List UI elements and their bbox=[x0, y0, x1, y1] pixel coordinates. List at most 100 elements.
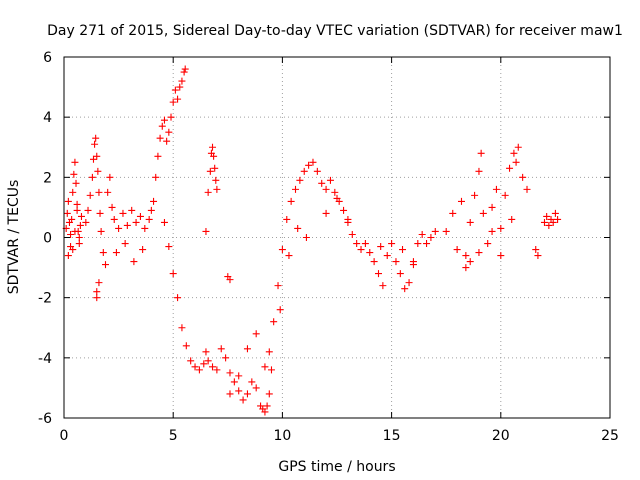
data-point bbox=[95, 188, 103, 196]
data-point bbox=[484, 240, 492, 248]
data-point bbox=[462, 252, 470, 260]
data-point bbox=[226, 369, 234, 377]
data-point bbox=[423, 240, 431, 248]
data-point bbox=[519, 173, 527, 181]
series-isolated-7-5h bbox=[224, 273, 234, 284]
data-point bbox=[93, 152, 101, 160]
data-point bbox=[101, 261, 109, 269]
data-point bbox=[554, 215, 562, 223]
data-point bbox=[294, 224, 302, 232]
data-point bbox=[226, 390, 234, 398]
data-point bbox=[202, 348, 210, 356]
x-tick-label: 20 bbox=[492, 428, 510, 444]
data-point bbox=[399, 246, 407, 254]
data-point bbox=[200, 360, 208, 368]
data-point bbox=[497, 252, 505, 260]
data-point bbox=[283, 215, 291, 223]
data-point bbox=[211, 164, 219, 172]
data-point bbox=[462, 264, 470, 272]
data-point bbox=[160, 218, 168, 226]
data-point bbox=[409, 261, 417, 269]
data-point bbox=[488, 227, 496, 235]
data-point bbox=[243, 345, 251, 353]
grid bbox=[64, 57, 610, 418]
data-point bbox=[514, 143, 522, 151]
data-point bbox=[267, 366, 275, 374]
series-rise-9-2-11-5h bbox=[265, 158, 317, 374]
data-point bbox=[67, 230, 75, 238]
data-point bbox=[475, 167, 483, 175]
data-point bbox=[512, 158, 520, 166]
data-point bbox=[82, 218, 90, 226]
y-tick-label: -2 bbox=[38, 291, 52, 307]
data-point bbox=[370, 258, 378, 266]
data-point bbox=[457, 197, 465, 205]
y-tick-label: 2 bbox=[43, 170, 52, 186]
data-point bbox=[110, 215, 118, 223]
y-tick-label: 0 bbox=[43, 231, 52, 247]
data-point bbox=[344, 215, 352, 223]
data-points bbox=[62, 65, 562, 416]
series-cluster-0-1h bbox=[62, 158, 85, 260]
data-point bbox=[104, 188, 112, 196]
data-point bbox=[71, 227, 79, 235]
data-point bbox=[414, 240, 422, 248]
data-point bbox=[89, 155, 97, 163]
data-point bbox=[64, 252, 72, 260]
data-point bbox=[333, 194, 341, 202]
data-point bbox=[210, 152, 218, 160]
data-point bbox=[92, 134, 100, 142]
data-point bbox=[209, 363, 217, 371]
data-point bbox=[285, 252, 293, 260]
data-point bbox=[261, 363, 269, 371]
x-tick-label: 0 bbox=[60, 428, 69, 444]
series-rise-4-5-6h bbox=[150, 65, 189, 205]
data-point bbox=[191, 363, 199, 371]
data-point bbox=[296, 176, 304, 184]
data-point bbox=[64, 197, 72, 205]
data-point bbox=[121, 240, 129, 248]
data-point bbox=[366, 249, 374, 257]
data-point bbox=[226, 276, 234, 284]
data-point bbox=[274, 282, 282, 290]
data-point bbox=[165, 128, 173, 136]
data-point bbox=[141, 224, 149, 232]
data-point bbox=[449, 209, 457, 217]
data-point bbox=[165, 243, 173, 251]
data-point bbox=[119, 209, 127, 217]
data-point bbox=[252, 384, 260, 392]
data-point bbox=[383, 252, 391, 260]
data-point bbox=[442, 227, 450, 235]
data-point bbox=[171, 86, 179, 94]
data-point bbox=[471, 191, 479, 199]
series-cluster-17-5-21-3h bbox=[442, 143, 531, 272]
data-point bbox=[497, 224, 505, 232]
data-point bbox=[174, 294, 182, 302]
data-point bbox=[348, 230, 356, 238]
y-tick-label: -4 bbox=[38, 351, 52, 367]
data-point bbox=[492, 185, 500, 193]
data-point bbox=[169, 98, 177, 106]
data-point bbox=[479, 209, 487, 217]
data-point bbox=[379, 282, 387, 290]
data-point bbox=[93, 288, 101, 296]
data-point bbox=[91, 140, 99, 148]
data-point bbox=[309, 158, 317, 166]
data-point bbox=[181, 65, 189, 73]
data-point bbox=[77, 212, 85, 220]
data-point bbox=[252, 330, 260, 338]
data-point bbox=[235, 372, 243, 380]
data-point bbox=[340, 206, 348, 214]
data-point bbox=[506, 164, 514, 172]
data-point bbox=[76, 221, 84, 229]
data-point bbox=[292, 185, 300, 193]
data-point bbox=[99, 249, 107, 257]
data-point bbox=[94, 167, 102, 175]
data-point bbox=[160, 116, 168, 124]
data-point bbox=[213, 366, 221, 374]
data-point bbox=[145, 215, 153, 223]
data-point bbox=[230, 378, 238, 386]
data-point bbox=[361, 240, 369, 248]
data-point bbox=[86, 191, 94, 199]
data-point bbox=[115, 224, 123, 232]
